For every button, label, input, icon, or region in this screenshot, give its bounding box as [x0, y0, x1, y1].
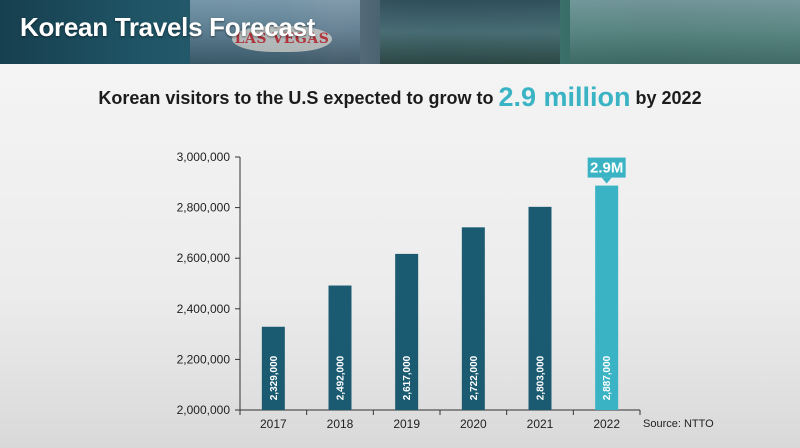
callout-pointer	[601, 177, 612, 184]
y-tick-label: 2,200,000	[177, 352, 231, 366]
bar-2021	[528, 206, 552, 410]
callout-box	[587, 157, 626, 178]
bar-2020	[461, 227, 485, 410]
bar-2017	[261, 326, 285, 410]
y-tick-label: 3,000,000	[177, 150, 231, 164]
x-tick-label: 2017	[260, 417, 287, 431]
y-tick-label: 2,000,000	[177, 403, 231, 417]
y-tick-label: 2,800,000	[177, 201, 231, 215]
header-banner: LAS VEGAS Korean Travels Forecast	[0, 0, 800, 64]
x-tick-label: 2020	[460, 417, 487, 431]
callout-label: 2.9M	[590, 160, 623, 177]
banner-photo-right	[570, 0, 800, 64]
x-tick-label: 2022	[593, 417, 620, 431]
bar-value-label: 2,492,000	[336, 355, 347, 400]
banner-photo-middle	[380, 0, 560, 64]
bar-2022	[595, 185, 619, 410]
las-vegas-sign: LAS VEGAS	[232, 26, 332, 52]
headline-prefix: Korean visitors to the U.S expected to g…	[98, 88, 494, 108]
page-title: Korean Travels Forecast	[20, 12, 316, 42]
headline-highlight: 2.9 million	[498, 82, 631, 112]
y-tick-label: 2,400,000	[177, 302, 231, 316]
bar-2018	[328, 285, 352, 410]
headline-suffix: by 2022	[635, 88, 702, 108]
bar-value-label: 2,329,000	[269, 355, 280, 400]
bar-value-label: 2,887,000	[602, 355, 613, 400]
source-note: Source: NTTO	[643, 418, 714, 430]
y-tick-label: 2,600,000	[177, 251, 231, 265]
x-tick-label: 2018	[327, 417, 354, 431]
bar-value-label: 2,617,000	[402, 355, 413, 400]
bar-2019	[395, 253, 419, 410]
x-tick-label: 2019	[393, 417, 420, 431]
chart-headline: Korean visitors to the U.S expected to g…	[0, 82, 800, 113]
bar-value-label: 2,803,000	[536, 355, 547, 400]
x-tick-label: 2021	[527, 417, 554, 431]
bar-value-label: 2,722,000	[469, 355, 480, 400]
